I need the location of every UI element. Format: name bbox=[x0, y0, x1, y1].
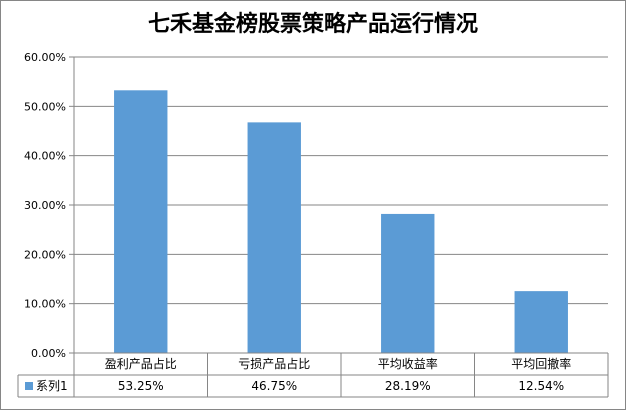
bar-1 bbox=[114, 90, 168, 354]
category-label: 平均收益率 bbox=[378, 356, 438, 371]
category-label: 亏损产品占比 bbox=[238, 356, 310, 371]
legend-swatch bbox=[25, 382, 33, 390]
y-tick-label: 30.00% bbox=[24, 199, 66, 212]
bar-4 bbox=[514, 291, 568, 353]
bar-2 bbox=[247, 122, 301, 353]
category-label: 平均回撤率 bbox=[511, 356, 571, 371]
y-tick-label: 20.00% bbox=[24, 248, 66, 261]
legend-series-name: 系列1 bbox=[36, 379, 68, 393]
y-tick-label: 50.00% bbox=[24, 100, 66, 113]
y-axis-ticks: 0.00% 10.00% 20.00% 30.00% 40.00% 50.00% 60.00… bbox=[24, 51, 66, 360]
data-table-value: 12.54% bbox=[518, 379, 564, 393]
y-tick-label: 40.00% bbox=[24, 150, 66, 163]
y-tick-label: 60.00% bbox=[24, 51, 66, 64]
y-tick-label: 0.00% bbox=[31, 347, 66, 360]
data-table-value: 46.75% bbox=[251, 379, 297, 393]
data-table-value: 53.25% bbox=[118, 379, 164, 393]
y-tick-label: 10.00% bbox=[24, 298, 66, 311]
data-table-value: 28.19% bbox=[385, 379, 431, 393]
data-table: 盈利产品占比 亏损产品占比 平均收益率 平均回撤率 53.25% 46.75% 28.19%… bbox=[17, 352, 609, 398]
bars bbox=[114, 90, 568, 354]
bar-3 bbox=[381, 213, 435, 353]
category-label: 盈利产品占比 bbox=[105, 356, 177, 371]
chart-title: 七禾基金榜股票策略产品运行情况 bbox=[147, 12, 478, 37]
